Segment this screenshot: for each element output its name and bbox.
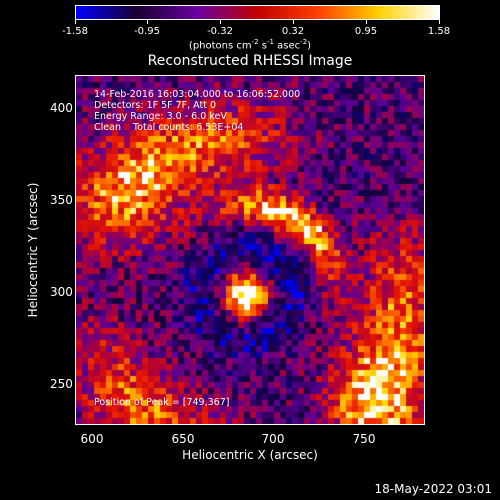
colorbar-tick: -0.95	[134, 26, 160, 37]
colorbar-tick: 0.95	[354, 26, 378, 37]
info-clean-counts: Clean Total counts: 6.53E+04	[94, 122, 244, 133]
colorbar-tick: -0.32	[207, 26, 233, 37]
x-tick: 700	[261, 432, 285, 446]
y-tick: 400	[50, 101, 73, 115]
colorbar-units: (photons cm-2 s-1 asec-2)	[188, 38, 312, 52]
y-tick: 300	[50, 285, 73, 299]
y-axis-label: Heliocentric Y (arcsec)	[26, 182, 40, 318]
info-peak-position: Position of Peak = [749,367]	[94, 397, 230, 408]
rhessi-heatmap	[76, 76, 424, 424]
colorbar-tick: 0.32	[281, 26, 305, 37]
plot-title: Reconstructed RHESSI Image	[147, 53, 353, 69]
colorbar	[75, 5, 440, 20]
info-detectors: Detectors: 1F 5F 7F, Att 0	[94, 100, 217, 111]
x-tick: 600	[80, 432, 104, 446]
y-tick: 250	[50, 377, 73, 391]
image-plot: 14-Feb-2016 16:03:04.000 to 16:06:52.000…	[75, 75, 425, 425]
x-axis-label: Heliocentric X (arcsec)	[182, 448, 318, 462]
info-energy-range: Energy Range: 3.0 - 6.0 keV	[94, 111, 227, 122]
x-tick: 650	[171, 432, 195, 446]
colorbar-tick: 1.58	[427, 26, 451, 37]
x-tick: 750	[352, 432, 376, 446]
info-time-range: 14-Feb-2016 16:03:04.000 to 16:06:52.000	[94, 89, 301, 100]
colorbar-tick: -1.58	[62, 26, 88, 37]
y-tick: 350	[50, 193, 73, 207]
datestamp: 18-May-2022 03:01	[374, 482, 492, 496]
